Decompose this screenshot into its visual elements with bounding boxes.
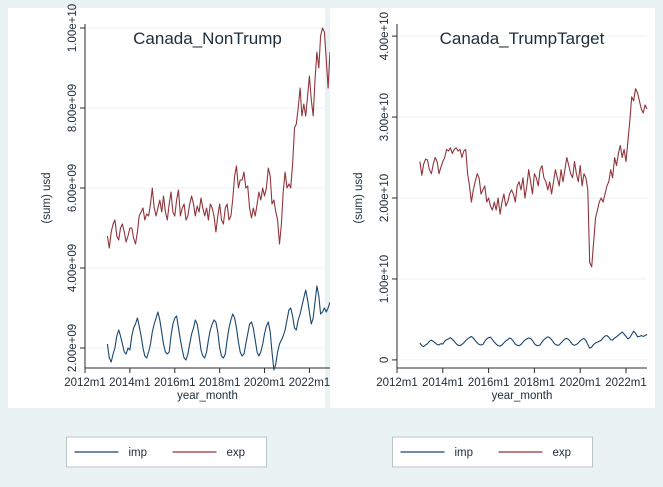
series-line-exp — [106, 27, 331, 249]
x-tick-label-2: 2014m1 — [422, 377, 464, 389]
legend-label-exp: exp — [553, 447, 572, 459]
y-tick-label-1: 0 — [379, 357, 391, 363]
x-tick-label-4: 2018m1 — [514, 377, 556, 389]
x-axis-label: year_month — [177, 390, 238, 402]
y-tick-label-5: 1.00e+10 — [67, 4, 79, 52]
chart-panel-2: 0 1.00e+10 2.00e+10 3.00e+10 4.00e+10 2012m1 2… — [330, 8, 655, 468]
x-tick-label-5: 2020m1 — [244, 377, 286, 389]
series-line-exp — [419, 88, 648, 268]
series-line-imp — [106, 285, 331, 371]
y-tick-label-1: 2.00e+09 — [67, 324, 79, 372]
x-axis-label: year_month — [492, 390, 553, 402]
y-tick-label-4: 3.00e+10 — [379, 93, 391, 141]
chart-title: Canada_NonTrump — [133, 29, 282, 48]
legend: imp exp — [66, 436, 267, 468]
panel-background — [8, 8, 325, 408]
legend-label-exp: exp — [227, 447, 246, 459]
y-tick-label-2: 4.00e+09 — [67, 244, 79, 292]
y-axis-label: (sum) usd — [41, 172, 53, 223]
legend: imp exp — [392, 436, 593, 468]
x-tick-label-2: 2014m1 — [109, 377, 151, 389]
y-tick-label-3: 6.00e+09 — [67, 164, 79, 212]
y-tick-label-2: 1.00e+10 — [379, 255, 391, 303]
series-line-imp — [419, 330, 648, 349]
chart-panel-1: 2.00e+09 4.00e+09 6.00e+09 8.00e+09 1.00e+10… — [8, 4, 331, 468]
y-tick-label-5: 4.00e+10 — [379, 12, 391, 60]
y-tick-label-3: 2.00e+10 — [379, 174, 391, 222]
x-tick-label-3: 2016m1 — [154, 377, 196, 389]
x-tick-label-6: 2022m1 — [605, 377, 647, 389]
x-tick-label-1: 2012m1 — [64, 377, 106, 389]
x-tick-label-6: 2022m1 — [289, 377, 331, 389]
legend-label-imp: imp — [129, 447, 148, 459]
x-tick-label-5: 2020m1 — [559, 377, 601, 389]
chart-title: Canada_TrumpTarget — [440, 29, 605, 48]
x-tick-label-4: 2018m1 — [199, 377, 241, 389]
x-tick-label-3: 2016m1 — [468, 377, 510, 389]
y-axis-label: (sum) usd — [353, 172, 365, 223]
x-tick-label-1: 2012m1 — [376, 377, 418, 389]
y-tick-label-4: 8.00e+09 — [67, 84, 79, 132]
legend-label-imp: imp — [455, 447, 474, 459]
